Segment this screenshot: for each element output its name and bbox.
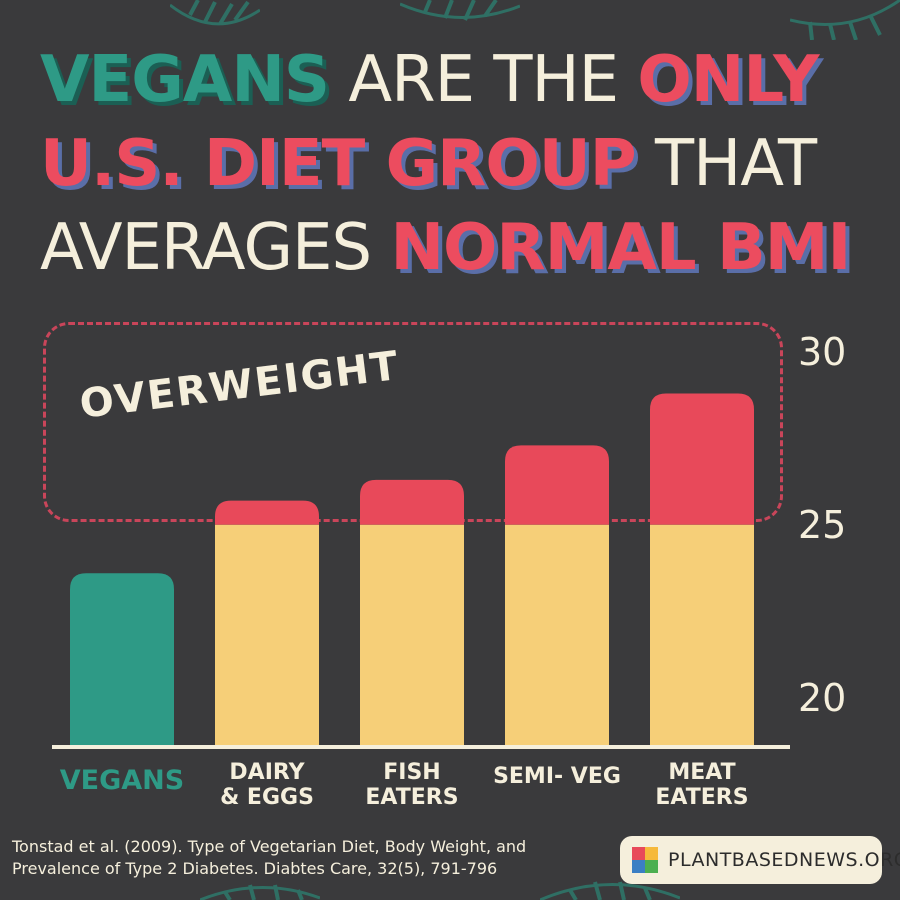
headline-word: THAT bbox=[635, 127, 817, 201]
bar-normal-segment bbox=[215, 524, 319, 746]
plantbasednews-logo-icon bbox=[632, 847, 658, 873]
brand-badge[interactable]: PLANTBASEDNEWS.ORG bbox=[620, 836, 900, 884]
headline-line-2: U.S. DIET GROUP THAT bbox=[40, 132, 880, 196]
bar-0 bbox=[70, 573, 174, 746]
x-category-label: SEMI- VEG bbox=[493, 764, 621, 789]
bar-normal-segment bbox=[505, 524, 609, 746]
x-category-label: MEAT EATERS bbox=[655, 760, 749, 810]
overweight-zone bbox=[43, 322, 783, 522]
bar-normal-segment bbox=[70, 573, 174, 746]
headline-line-1: VEGANS ARE THE ONLY bbox=[40, 48, 880, 112]
palm-leaf-decoration bbox=[170, 0, 260, 26]
x-category-label: DAIRY & EGGS bbox=[220, 760, 314, 810]
citation-text: Tonstad et al. (2009). Type of Vegetaria… bbox=[12, 837, 527, 878]
bar-normal-segment bbox=[650, 524, 754, 746]
headline-word: ARE THE bbox=[328, 43, 638, 117]
y-tick-label: 30 bbox=[798, 330, 847, 374]
headline-word: U.S. DIET GROUP bbox=[40, 127, 637, 201]
palm-leaf-decoration bbox=[400, 0, 520, 21]
palm-leaf-decoration bbox=[200, 884, 320, 900]
x-category-label: VEGANS bbox=[59, 765, 185, 796]
palm-leaf-decoration bbox=[790, 0, 900, 40]
headline-word: NORMAL BMI bbox=[390, 211, 851, 285]
bar-normal-segment bbox=[360, 524, 464, 746]
brand-name: PLANTBASEDNEWS.ORG bbox=[668, 849, 900, 871]
bar-1 bbox=[215, 500, 319, 746]
headline-word: ONLY bbox=[637, 43, 819, 117]
x-category-label: FISH EATERS bbox=[365, 760, 459, 810]
headline-word: AVERAGES bbox=[40, 211, 391, 285]
y-tick-label: 25 bbox=[798, 502, 847, 547]
headline-word: VEGANS bbox=[40, 43, 330, 117]
palm-leaf-decoration bbox=[540, 881, 680, 900]
headline-line-3: AVERAGES NORMAL BMI bbox=[40, 216, 880, 280]
y-tick-label: 20 bbox=[798, 675, 847, 720]
